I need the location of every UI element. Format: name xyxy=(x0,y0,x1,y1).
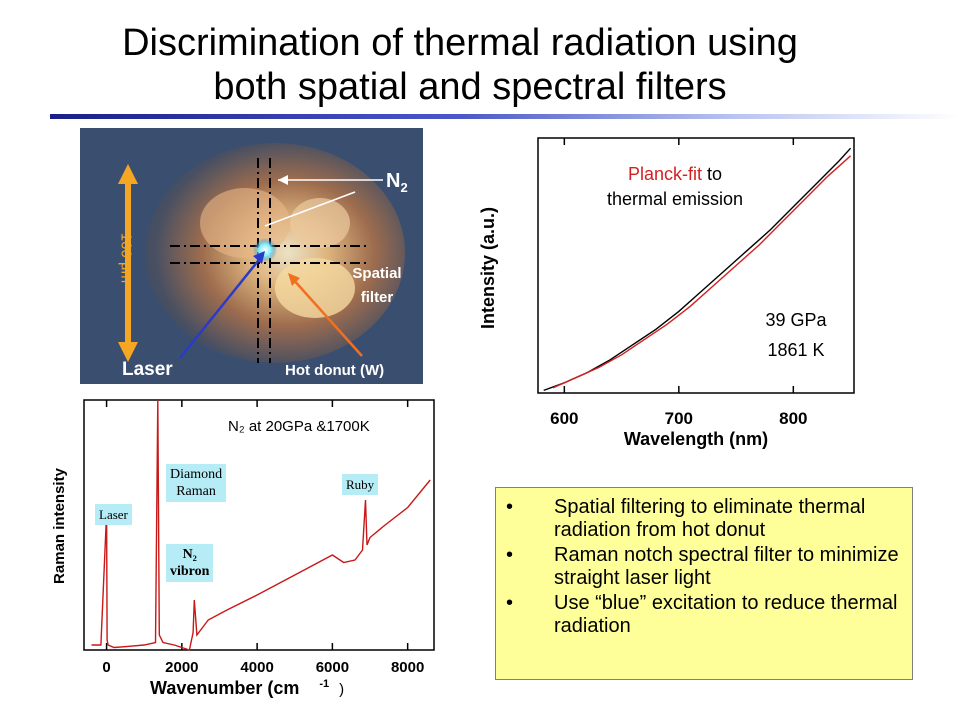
bullet-item: • Use “blue” excitation to reduce thermal… xyxy=(496,592,902,638)
bullet-item: • Spatial filtering to eliminate thermal … xyxy=(496,496,902,542)
slide-title-line-1: Discrimination of thermal radiation usin… xyxy=(122,22,798,64)
bullet-text: Raman notch spectral filter to minimize … xyxy=(554,544,899,589)
planck-ylabel: Intensity (a.u.) xyxy=(478,207,498,329)
bullet-text: Use “blue” excitation to reduce thermal … xyxy=(554,592,898,637)
planck-series-1 xyxy=(552,155,852,389)
planck-xtick-label: 800 xyxy=(779,409,807,428)
tag-diamond-raman: Diamond Raman xyxy=(166,464,227,502)
planck-xtick-label: 600 xyxy=(550,409,578,428)
planck-xlabel: Wavelength (nm) xyxy=(624,429,768,449)
planck-xtick-label: 700 xyxy=(665,409,693,428)
raman-condition: N₂ at 20GPa &1700K xyxy=(228,418,370,435)
scale-arrow xyxy=(118,164,138,362)
raman-xtick-label: 0 xyxy=(102,659,110,676)
photo-label-scale: ~ 100 μm xyxy=(117,219,135,284)
notes-box: • Spatial filtering to eliminate thermal … xyxy=(495,487,913,680)
bullet-dot: • xyxy=(506,544,514,566)
raman-plot-frame xyxy=(83,399,435,651)
raman-xtick-label: 8000 xyxy=(391,659,424,676)
planck-chart: 600 700 800 Intensity (a.u.) Wavelength (n… xyxy=(470,128,870,458)
tag-n2-vibron: N₂ vibron xyxy=(166,544,214,582)
photo-label-spatial: Spatial filter xyxy=(352,265,402,306)
photo-label-n2: N2 xyxy=(386,170,408,195)
planck-annotation: Planck-fit to thermal emission xyxy=(606,164,744,209)
raman-xtick-label: 4000 xyxy=(240,659,273,676)
tag-laser: Laser xyxy=(95,504,132,525)
bullet-text: Spatial filtering to eliminate thermal r… xyxy=(554,496,866,541)
bullet-dot: • xyxy=(506,592,514,614)
raman-chart: 0 2000 4000 6000 8000 Raman intensity Wavenu… xyxy=(40,396,440,706)
slide-title-line-2: both spatial and spectral filters xyxy=(213,66,727,108)
planck-series-0 xyxy=(543,147,852,392)
planck-plot-frame xyxy=(537,137,855,394)
experiment-photo: N2 ~ 100 μm Spatial filter Laser Hot donu… xyxy=(80,128,423,384)
raman-xtick-label: 2000 xyxy=(165,659,198,676)
planck-conditions: 39 GPa 1861 K xyxy=(765,310,827,360)
tag-ruby: Ruby xyxy=(342,474,379,495)
raman-xtick-label: 6000 xyxy=(316,659,349,676)
photo-label-hot-donut: Hot donut (W) xyxy=(285,362,385,379)
raman-series-0 xyxy=(91,399,431,651)
photo-label-laser: Laser xyxy=(122,359,173,380)
raman-ylabel: Raman intensity xyxy=(51,467,68,584)
bullet-dot: • xyxy=(506,496,514,518)
raman-xlabel: Wavenumber (cm -1) xyxy=(150,678,345,698)
planck-fit-label: Planck-fit xyxy=(627,164,702,184)
title-underline-bar xyxy=(50,114,960,119)
bullet-item: • Raman notch spectral filter to minimize… xyxy=(496,544,902,590)
